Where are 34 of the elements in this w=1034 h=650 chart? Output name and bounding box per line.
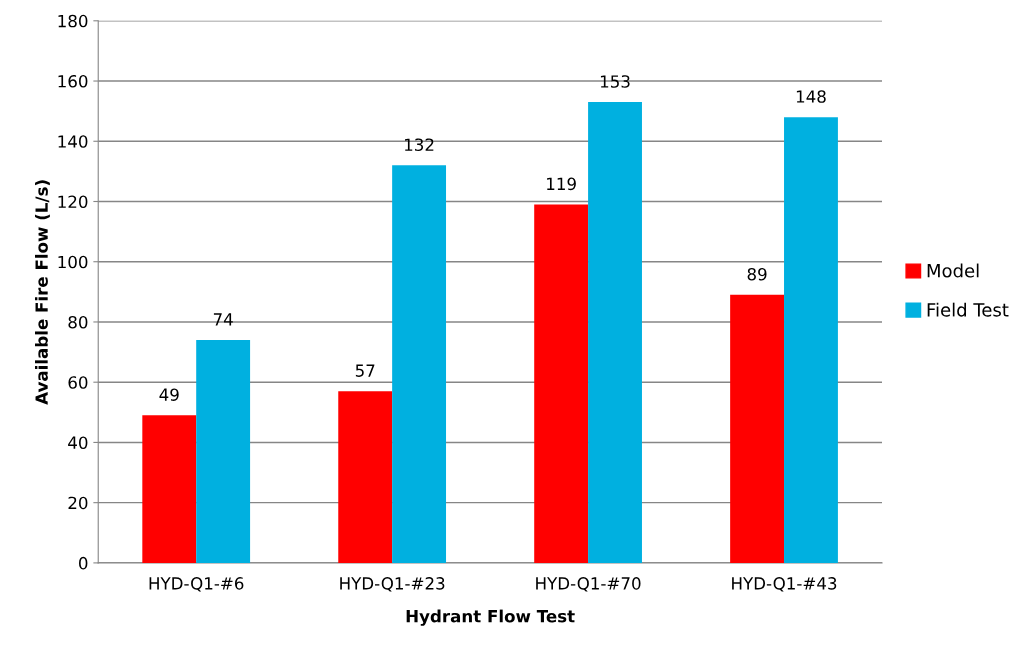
data-label: 49 [159, 388, 179, 401]
legend-label: Model [927, 263, 979, 278]
y-tick-label: 120 [58, 195, 88, 209]
x-tick-label: HYD-Q1-#70 [536, 577, 641, 592]
y-tick-label: 180 [58, 14, 88, 28]
data-label: 153 [600, 75, 630, 88]
x-tick-label: HYD-Q1-#23 [340, 577, 445, 592]
y-tick-label: 160 [58, 75, 88, 88]
data-label: 74 [213, 313, 233, 326]
y-tick-label: 20 [68, 496, 88, 510]
data-label: 89 [747, 267, 767, 281]
data-label: 148 [796, 90, 826, 103]
bar [588, 102, 642, 563]
y-tick-label: 0 [79, 556, 88, 570]
bar [142, 415, 197, 563]
y-tick-label: 80 [68, 315, 88, 329]
y-tick-label: 140 [58, 135, 88, 148]
legend-label: Field Test [927, 302, 1009, 317]
data-label: 57 [355, 364, 375, 377]
x-axis-title: Hydrant Flow Test [406, 609, 575, 626]
bar [392, 165, 447, 563]
bar [534, 204, 589, 563]
data-label: 119 [547, 177, 576, 191]
x-tick-label: HYD-Q1-#6 [149, 577, 244, 592]
y-tick-label: 100 [58, 255, 88, 269]
bar [784, 117, 838, 563]
x-tick-label: HYD-Q1-#43 [732, 577, 837, 592]
data-label: 132 [405, 138, 434, 152]
y-tick-label: 40 [68, 436, 88, 449]
y-axis-title: Available Fire Flow (L/s) [35, 180, 50, 405]
bar [196, 340, 251, 563]
y-tick-label: 60 [68, 376, 88, 389]
bar [338, 391, 393, 563]
bar [730, 294, 785, 563]
